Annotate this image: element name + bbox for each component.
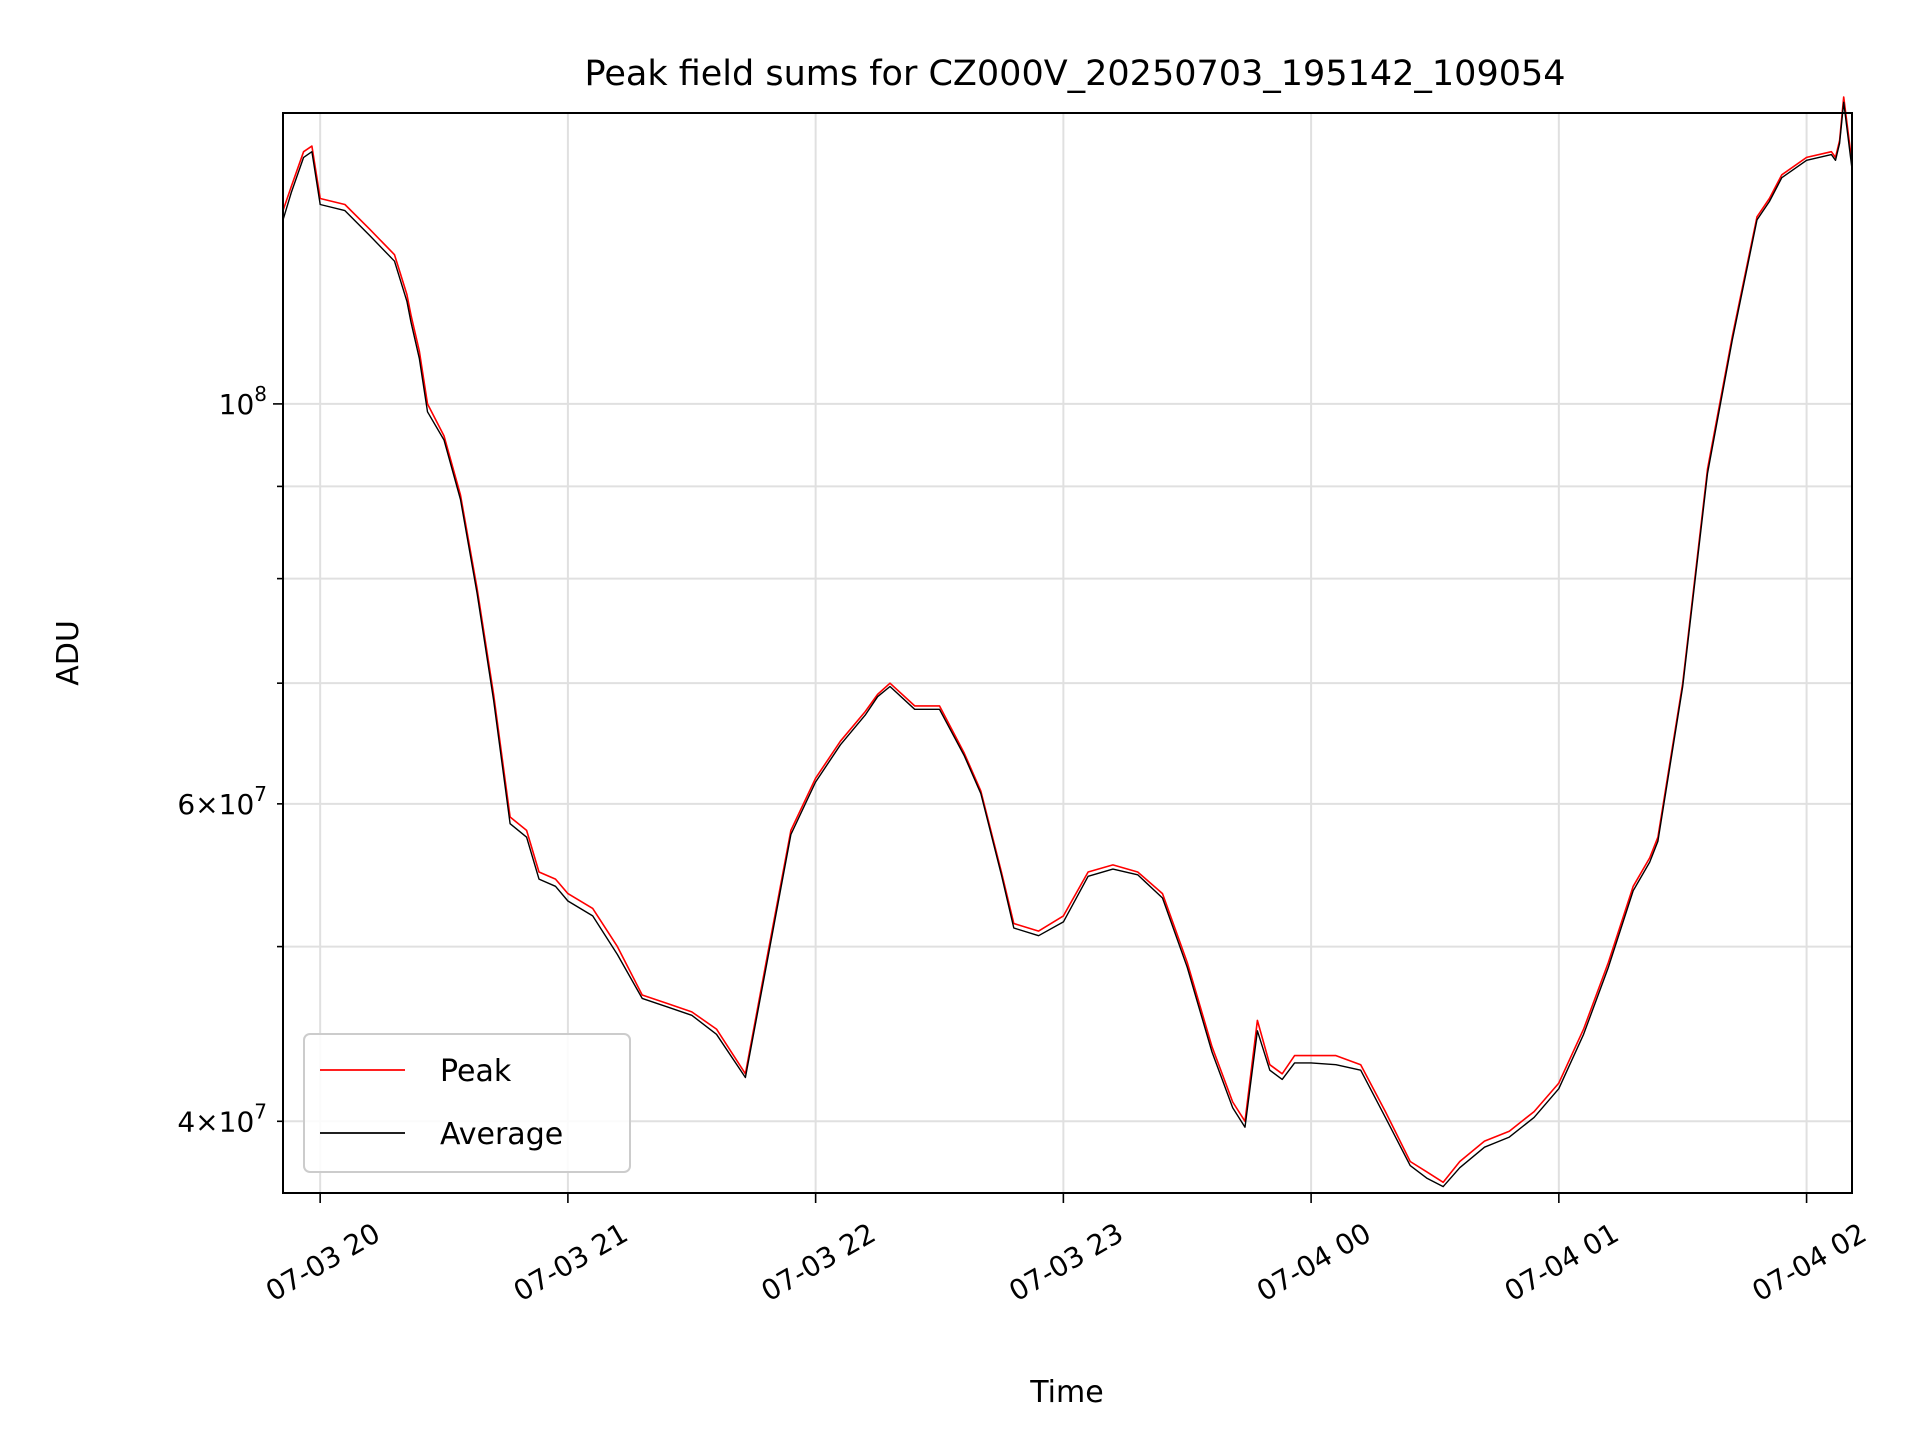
series-line-peak bbox=[282, 96, 1853, 1184]
y-axis-label: ADU bbox=[51, 620, 86, 686]
plot-frame bbox=[282, 112, 1853, 1194]
y-tick-label: 108 bbox=[219, 382, 267, 421]
y-tick-label: 6×107 bbox=[177, 782, 267, 821]
y-axis: 108 4×107 6×107 bbox=[177, 382, 283, 1138]
legend: Peak Average bbox=[303, 1033, 631, 1173]
legend-label-average: Average bbox=[440, 1117, 563, 1152]
legend-label-peak: Peak bbox=[440, 1054, 512, 1089]
legend-box bbox=[303, 1033, 631, 1173]
series-line-average bbox=[282, 101, 1853, 1188]
plot-lines bbox=[282, 96, 1853, 1188]
chart-title: Peak field sums for CZ000V_20250703_1951… bbox=[584, 54, 1565, 94]
y-tick-label: 4×107 bbox=[177, 1099, 267, 1138]
grid bbox=[283, 113, 1852, 1193]
x-axis-label: Time bbox=[1029, 1375, 1103, 1410]
